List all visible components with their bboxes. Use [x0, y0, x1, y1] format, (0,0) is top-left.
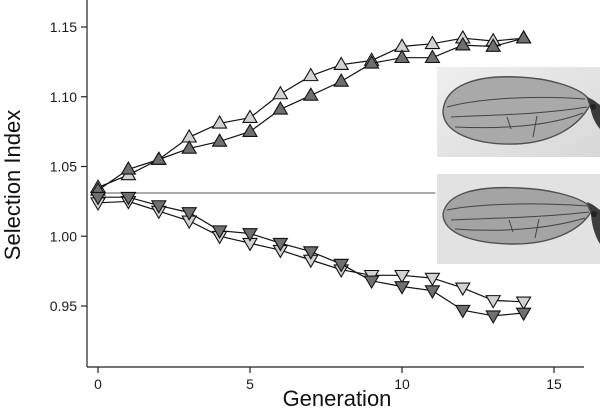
series-4 [90, 191, 532, 325]
data-point [424, 272, 441, 287]
data-point [424, 35, 441, 50]
data-point [363, 275, 380, 290]
data-point [272, 101, 289, 115]
data-point [272, 85, 289, 100]
series-2 [90, 29, 532, 196]
x-tick-label: 5 [246, 376, 254, 392]
data-point [454, 36, 471, 51]
data-point [363, 54, 380, 69]
data-point [485, 310, 502, 325]
data-point [150, 200, 167, 214]
y-tick-label: 1.10 [50, 89, 77, 105]
data-point [120, 191, 137, 206]
wing-photo-top [437, 67, 600, 157]
data-point [90, 191, 106, 206]
ticks: 0 5 10 15 0.95 1.00 1.05 1.10 1.15 [50, 19, 562, 392]
y-tick-label: 1.15 [50, 19, 77, 35]
data-point [302, 67, 319, 82]
data-point [181, 140, 198, 154]
data-point [150, 151, 167, 165]
data-point [242, 109, 258, 124]
data-point [181, 207, 198, 221]
data-point [302, 87, 319, 101]
y-tick-label: 1.05 [50, 159, 77, 175]
wing-photo-bottom [437, 174, 600, 264]
data-point [454, 304, 471, 319]
data-point [211, 225, 228, 239]
data-point [272, 237, 289, 252]
data-point [333, 73, 350, 87]
data-point [242, 123, 258, 137]
y-axis-title: Selection Index [0, 110, 25, 260]
data-point [515, 307, 532, 322]
data-point [394, 49, 410, 64]
data-point [515, 29, 532, 44]
data-point [242, 228, 258, 242]
data-point [485, 38, 502, 52]
data-point [454, 282, 471, 297]
data-point [515, 296, 532, 311]
data-point [120, 160, 137, 175]
y-tick-label: 1.00 [50, 228, 77, 244]
data-point [394, 281, 410, 295]
y-tick-label: 0.95 [50, 298, 77, 314]
x-tick-label: 10 [394, 376, 410, 392]
data-point [302, 246, 319, 260]
data-point [424, 285, 441, 299]
x-tick-label: 15 [546, 376, 562, 392]
data-point [211, 133, 228, 147]
data-point [333, 258, 350, 273]
x-axis-title: Generation [283, 386, 392, 411]
data-point [394, 269, 410, 284]
data-point [211, 114, 228, 129]
data-point [424, 49, 441, 64]
data-point [333, 56, 350, 71]
series-layer [90, 29, 532, 325]
x-tick-label: 0 [94, 376, 102, 392]
data-point [485, 295, 502, 309]
